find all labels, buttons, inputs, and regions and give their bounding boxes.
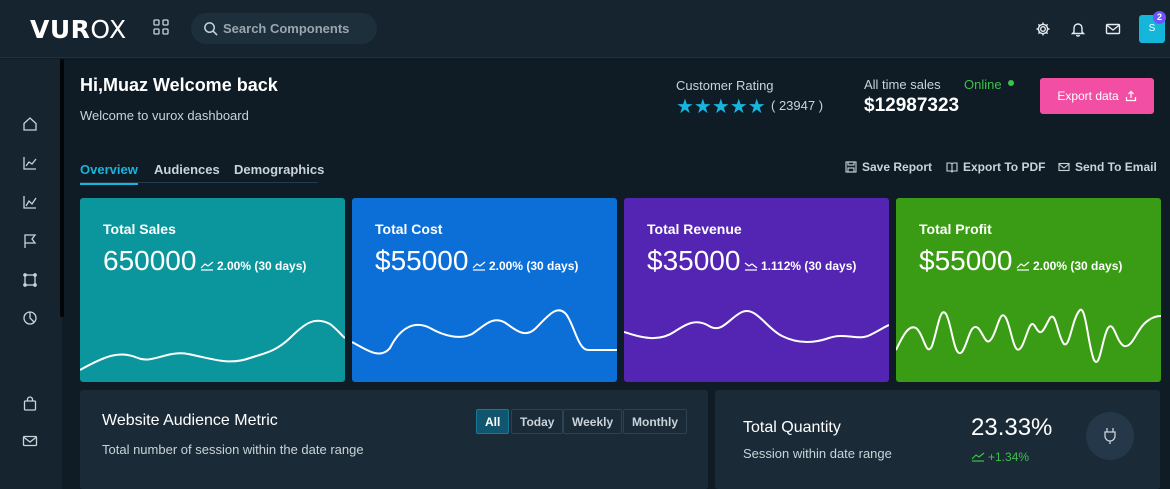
card-value: 650000 xyxy=(103,245,197,276)
total-quantity-trend-label: +1.34% xyxy=(988,450,1030,464)
shopping-bag-icon[interactable] xyxy=(22,396,38,412)
total-quantity-trend: +1.34% xyxy=(971,450,1029,464)
profit-sparkline xyxy=(896,308,1161,363)
sidebar xyxy=(0,59,64,489)
export-pdf-label: Export To PDF xyxy=(963,160,1046,174)
mail-icon[interactable] xyxy=(1105,21,1121,37)
card-trend: 1.112% (30 days) xyxy=(744,259,856,273)
card-trend-label: 2.00% (30 days) xyxy=(217,259,307,273)
card-value: $55000 xyxy=(375,245,469,276)
card-trend-label: 2.00% (30 days) xyxy=(489,259,579,273)
rating-count: ( 23947 ) xyxy=(771,98,824,113)
plug-icon-wrap xyxy=(1086,412,1134,460)
card-total-revenue: Total Revenue $35000 1.112% (30 days) xyxy=(624,198,889,382)
audience-metric-panel xyxy=(80,390,708,489)
send-email-label: Send To Email xyxy=(1075,160,1157,174)
apps-grid-icon[interactable] xyxy=(153,19,169,35)
audience-metric-subtitle: Total number of session within the date … xyxy=(102,442,364,457)
card-trend-label: 1.112% (30 days) xyxy=(761,259,857,273)
pie-chart-icon[interactable] xyxy=(22,310,38,326)
tab-overview[interactable]: Overview xyxy=(80,162,138,185)
card-total-sales: Total Sales 650000 2.00% (30 days) xyxy=(80,198,345,382)
total-quantity-title: Total Quantity xyxy=(743,419,841,436)
search-box xyxy=(191,13,377,44)
tab-demographics[interactable]: Demographics xyxy=(234,162,325,177)
card-title: Total Profit xyxy=(919,221,992,237)
bell-icon[interactable] xyxy=(1070,21,1086,37)
card-title: Total Cost xyxy=(375,221,443,237)
export-data-label: Export data xyxy=(1057,89,1119,103)
save-icon xyxy=(845,161,857,173)
online-dot xyxy=(1008,80,1014,86)
card-title: Total Sales xyxy=(103,221,176,237)
save-report-label: Save Report xyxy=(862,160,933,174)
export-pdf-button[interactable]: Export To PDF xyxy=(946,160,1045,174)
logo[interactable]: VUROX xyxy=(30,15,127,44)
save-report-button[interactable]: Save Report xyxy=(845,160,932,174)
notification-badge: 2 xyxy=(1153,11,1166,24)
logo-light: OX xyxy=(90,15,127,44)
rating-stars: ★★★★★ xyxy=(676,96,766,118)
top-bar: VUROX S 2 xyxy=(0,0,1170,58)
analytics-icon[interactable] xyxy=(22,194,38,210)
card-trend: 2.00% (30 days) xyxy=(1016,259,1122,273)
search-input[interactable] xyxy=(223,13,373,44)
logo-bold: VUR xyxy=(30,15,91,44)
plug-icon xyxy=(1104,428,1116,444)
trend-up-icon xyxy=(200,261,214,271)
trend-up-icon xyxy=(472,261,486,271)
card-trend: 2.00% (30 days) xyxy=(472,259,578,273)
send-email-button[interactable]: Send To Email xyxy=(1058,160,1157,174)
all-time-sales-label: All time sales xyxy=(864,77,941,92)
sales-sparkline xyxy=(80,319,345,371)
card-value: $35000 xyxy=(647,245,741,276)
export-data-button[interactable]: Export data xyxy=(1040,78,1154,114)
gear-icon[interactable] xyxy=(1035,21,1051,37)
filter-weekly-button[interactable]: Weekly xyxy=(563,409,623,434)
audience-metric-title: Website Audience Metric xyxy=(102,412,278,429)
upload-icon xyxy=(1125,90,1136,102)
trend-down-icon xyxy=(744,262,758,271)
card-title: Total Revenue xyxy=(647,221,742,237)
cost-sparkline xyxy=(352,309,617,355)
flag-icon[interactable] xyxy=(22,233,38,249)
card-total-cost: Total Cost $55000 2.00% (30 days) xyxy=(352,198,617,382)
home-icon[interactable] xyxy=(22,116,38,132)
tab-audiences[interactable]: Audiences xyxy=(154,162,220,177)
book-icon xyxy=(946,162,958,173)
card-value: $55000 xyxy=(919,245,1013,276)
chart-line-icon[interactable] xyxy=(22,155,38,171)
mail-icon xyxy=(1058,162,1070,172)
customer-rating-label: Customer Rating xyxy=(676,78,774,93)
total-quantity-subtitle: Session within date range xyxy=(743,446,892,461)
card-trend: 2.00% (30 days) xyxy=(200,259,306,273)
sidebar-scrollbar[interactable] xyxy=(60,59,64,317)
crop-icon[interactable] xyxy=(22,272,38,288)
total-quantity-value: 23.33% xyxy=(971,414,1053,441)
greeting-subtitle: Welcome to vurox dashboard xyxy=(80,108,249,123)
filter-today-button[interactable]: Today xyxy=(511,409,564,434)
all-time-sales-value: $12987323 xyxy=(864,95,960,116)
filter-all-button[interactable]: All xyxy=(476,409,510,434)
total-quantity-panel xyxy=(715,390,1160,489)
trend-up-icon xyxy=(971,452,985,462)
search-icon xyxy=(204,22,218,36)
tabs-divider xyxy=(80,182,318,183)
online-status: Online xyxy=(964,77,1002,92)
mail-icon[interactable] xyxy=(22,433,38,449)
filter-monthly-button[interactable]: Monthly xyxy=(623,409,687,434)
greeting-title: Hi,Muaz Welcome back xyxy=(80,75,278,95)
trend-up-icon xyxy=(1016,261,1030,271)
revenue-sparkline xyxy=(624,309,889,343)
card-trend-label: 2.00% (30 days) xyxy=(1033,259,1123,273)
card-total-profit: Total Profit $55000 2.00% (30 days) xyxy=(896,198,1161,382)
